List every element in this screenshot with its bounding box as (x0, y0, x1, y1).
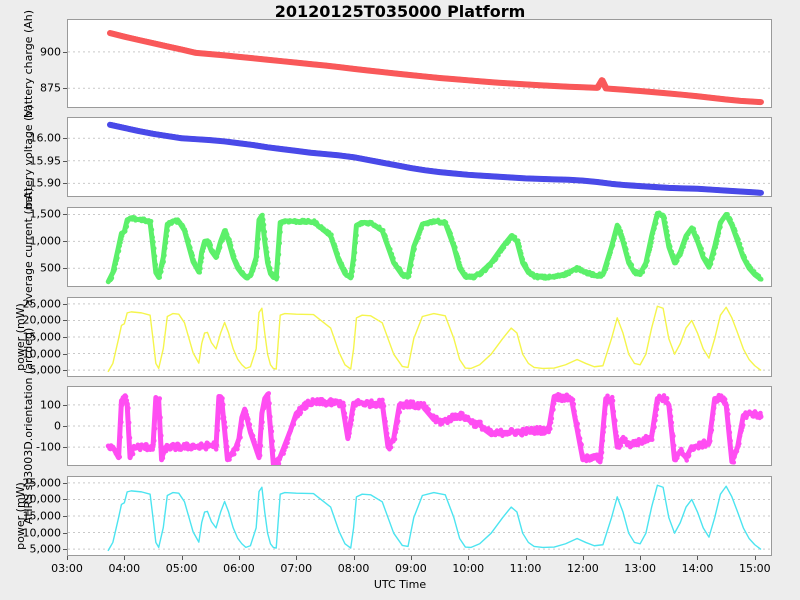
x-tick-label: 10:00 (452, 562, 485, 575)
y-tick-mark (63, 549, 67, 551)
y-tick-label: 10,000 (22, 347, 62, 361)
plot-panel-3 (67, 297, 772, 377)
y-tick-label: 900 (40, 45, 61, 59)
x-tick-mark (640, 556, 642, 560)
y-tick-label: -100 (36, 440, 61, 454)
x-tick-mark (468, 556, 470, 560)
y-tick-label: 15.90 (29, 176, 62, 190)
x-tick-label: 04:00 (108, 562, 141, 575)
x-axis-label: UTC Time (373, 578, 427, 591)
y-tick-mark (63, 214, 67, 216)
y-tick-label: 25,000 (22, 297, 62, 311)
y-tick-mark (63, 183, 67, 185)
y-tick-label: 16.00 (29, 131, 62, 145)
x-tick-label: 15:00 (738, 562, 771, 575)
y-tick-mark (63, 499, 67, 501)
y-tick-mark (63, 268, 67, 270)
x-tick-mark (353, 556, 355, 560)
x-tick-label: 06:00 (223, 562, 255, 575)
x-tick-label: 05:00 (165, 562, 198, 575)
plot-panel-0 (67, 19, 772, 108)
y-tick-mark (63, 51, 67, 53)
y-tick-mark (63, 160, 67, 162)
x-tick-label: 12:00 (566, 562, 599, 575)
y-tick-mark (63, 337, 67, 338)
y-tick-label: 15,000 (22, 330, 62, 344)
y-axis-label-2: average current (mA) (22, 187, 35, 307)
y-tick-mark (63, 426, 67, 427)
y-tick-label: 0 (54, 419, 61, 433)
x-tick-label: 14:00 (681, 562, 714, 575)
plot-panel-5 (67, 476, 772, 556)
plot-panel-4 (67, 386, 772, 466)
y-tick-label: 15,000 (22, 509, 62, 523)
x-tick-mark (238, 556, 240, 560)
x-tick-label: 07:00 (280, 562, 313, 575)
y-tick-mark (63, 353, 67, 355)
x-tick-mark (754, 556, 756, 560)
figure-title: 20120125T035000 Platform (274, 2, 526, 21)
x-tick-label: 11:00 (509, 562, 542, 575)
x-tick-mark (525, 556, 527, 560)
y-tick-label: 5,000 (29, 363, 62, 377)
y-tick-label: 20,000 (22, 313, 62, 327)
y-tick-mark (63, 516, 67, 517)
x-tick-mark (124, 556, 126, 560)
y-tick-mark (63, 320, 67, 322)
y-tick-mark (63, 532, 67, 534)
y-tick-label: 500 (40, 261, 61, 275)
y-tick-mark (63, 138, 67, 140)
y-axis-label-5: power (mW) (14, 482, 27, 550)
y-tick-label: 20,000 (22, 492, 62, 506)
y-tick-label: 5,000 (29, 542, 62, 556)
plot-panel-2 (67, 207, 772, 287)
y-tick-mark (63, 404, 67, 406)
x-tick-label: 08:00 (337, 562, 370, 575)
x-tick-mark (582, 556, 584, 560)
x-tick-label: 13:00 (624, 562, 657, 575)
x-tick-mark (181, 556, 183, 560)
y-tick-mark (63, 241, 67, 243)
y-tick-mark (63, 447, 67, 449)
y-tick-mark (63, 303, 67, 305)
x-tick-mark (697, 556, 699, 560)
y-tick-label: 1,500 (29, 207, 62, 221)
y-tick-label: 1,000 (29, 234, 62, 248)
y-tick-label: 100 (40, 398, 61, 412)
y-tick-mark (63, 370, 67, 372)
x-tick-label: 09:00 (395, 562, 427, 575)
x-tick-mark (67, 556, 68, 560)
x-tick-label: 03:00 (51, 562, 83, 575)
y-tick-label: 875 (40, 81, 61, 95)
y-tick-label: 15.95 (29, 154, 62, 168)
y-tick-mark (63, 88, 67, 90)
x-tick-mark (410, 556, 412, 560)
y-tick-label: 25,000 (22, 476, 62, 490)
plot-panel-1 (67, 117, 772, 197)
x-tick-mark (296, 556, 298, 560)
y-tick-mark (63, 482, 67, 484)
y-tick-label: 10,000 (22, 526, 62, 540)
y-axis-label-0: battery charge (Ah) (22, 9, 35, 118)
